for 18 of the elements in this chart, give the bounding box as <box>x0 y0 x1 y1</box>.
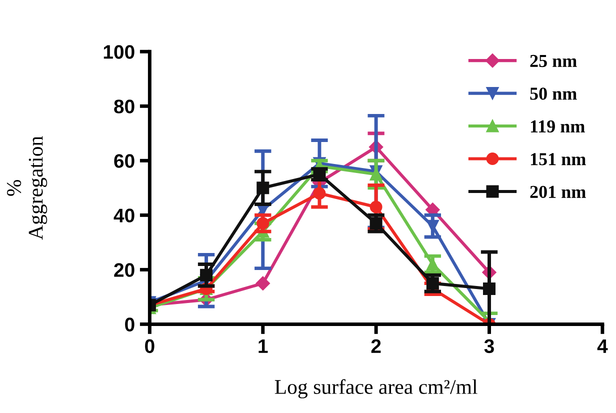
y-tick-label: 40 <box>114 208 134 222</box>
y-tick-label: 100 <box>104 45 134 59</box>
x-tick-label: 4 <box>597 340 608 353</box>
y-tick-label: 80 <box>114 100 134 114</box>
y-axis-title: % Aggregation <box>6 136 48 240</box>
x-axis-title: Log surface area cm²/ml <box>274 379 478 398</box>
x-tick-label: 2 <box>371 339 381 353</box>
y-tick-label: 20 <box>114 263 134 277</box>
x-tick-label: 1 <box>258 340 268 353</box>
legend-label: 119 nm <box>530 120 585 133</box>
y-tick-label: 60 <box>114 154 134 168</box>
x-tick-label: 0 <box>145 339 154 354</box>
legend-label: 151 nm <box>530 153 586 166</box>
legend-label: 25 nm <box>530 54 577 68</box>
legend-label: 50 nm <box>530 88 577 100</box>
y-tick-label: 0 <box>125 318 134 332</box>
legend-label: 201 nm <box>530 186 586 198</box>
x-tick-label: 3 <box>484 339 494 354</box>
